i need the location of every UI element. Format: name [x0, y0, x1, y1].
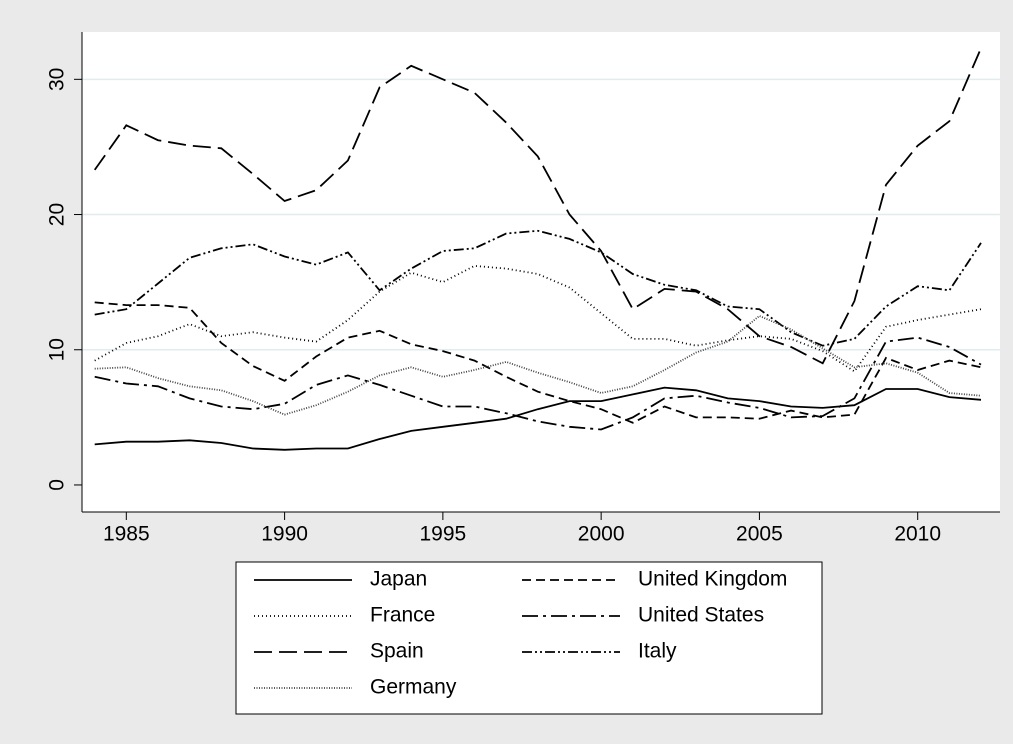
y-tick-label: 0 [46, 479, 69, 491]
series-line [94, 386, 982, 451]
legend-label: Germany [370, 676, 457, 699]
series-line [94, 314, 982, 416]
y-tick-label: 20 [46, 203, 69, 226]
y-tick-label: 10 [46, 338, 69, 361]
legend-label: United States [638, 604, 764, 627]
y-tick-label: 30 [46, 68, 69, 91]
legend-label: Italy [638, 640, 677, 663]
legend-label: France [370, 604, 435, 627]
x-tick-label: 2010 [894, 523, 941, 546]
legend-label: Japan [370, 568, 427, 591]
x-tick-label: 1995 [420, 523, 467, 546]
legend [235, 561, 823, 715]
series-line [94, 264, 982, 373]
plot-area [82, 32, 1000, 512]
series-line [94, 336, 982, 431]
x-tick-label: 2000 [578, 523, 625, 546]
legend-label: United Kingdom [638, 568, 787, 591]
x-tick-label: 1990 [261, 523, 308, 546]
series-line [94, 229, 982, 347]
x-tick-label: 2005 [736, 523, 783, 546]
legend-label: Spain [370, 640, 424, 663]
x-tick-label: 1985 [103, 523, 150, 546]
series-line [94, 301, 982, 424]
